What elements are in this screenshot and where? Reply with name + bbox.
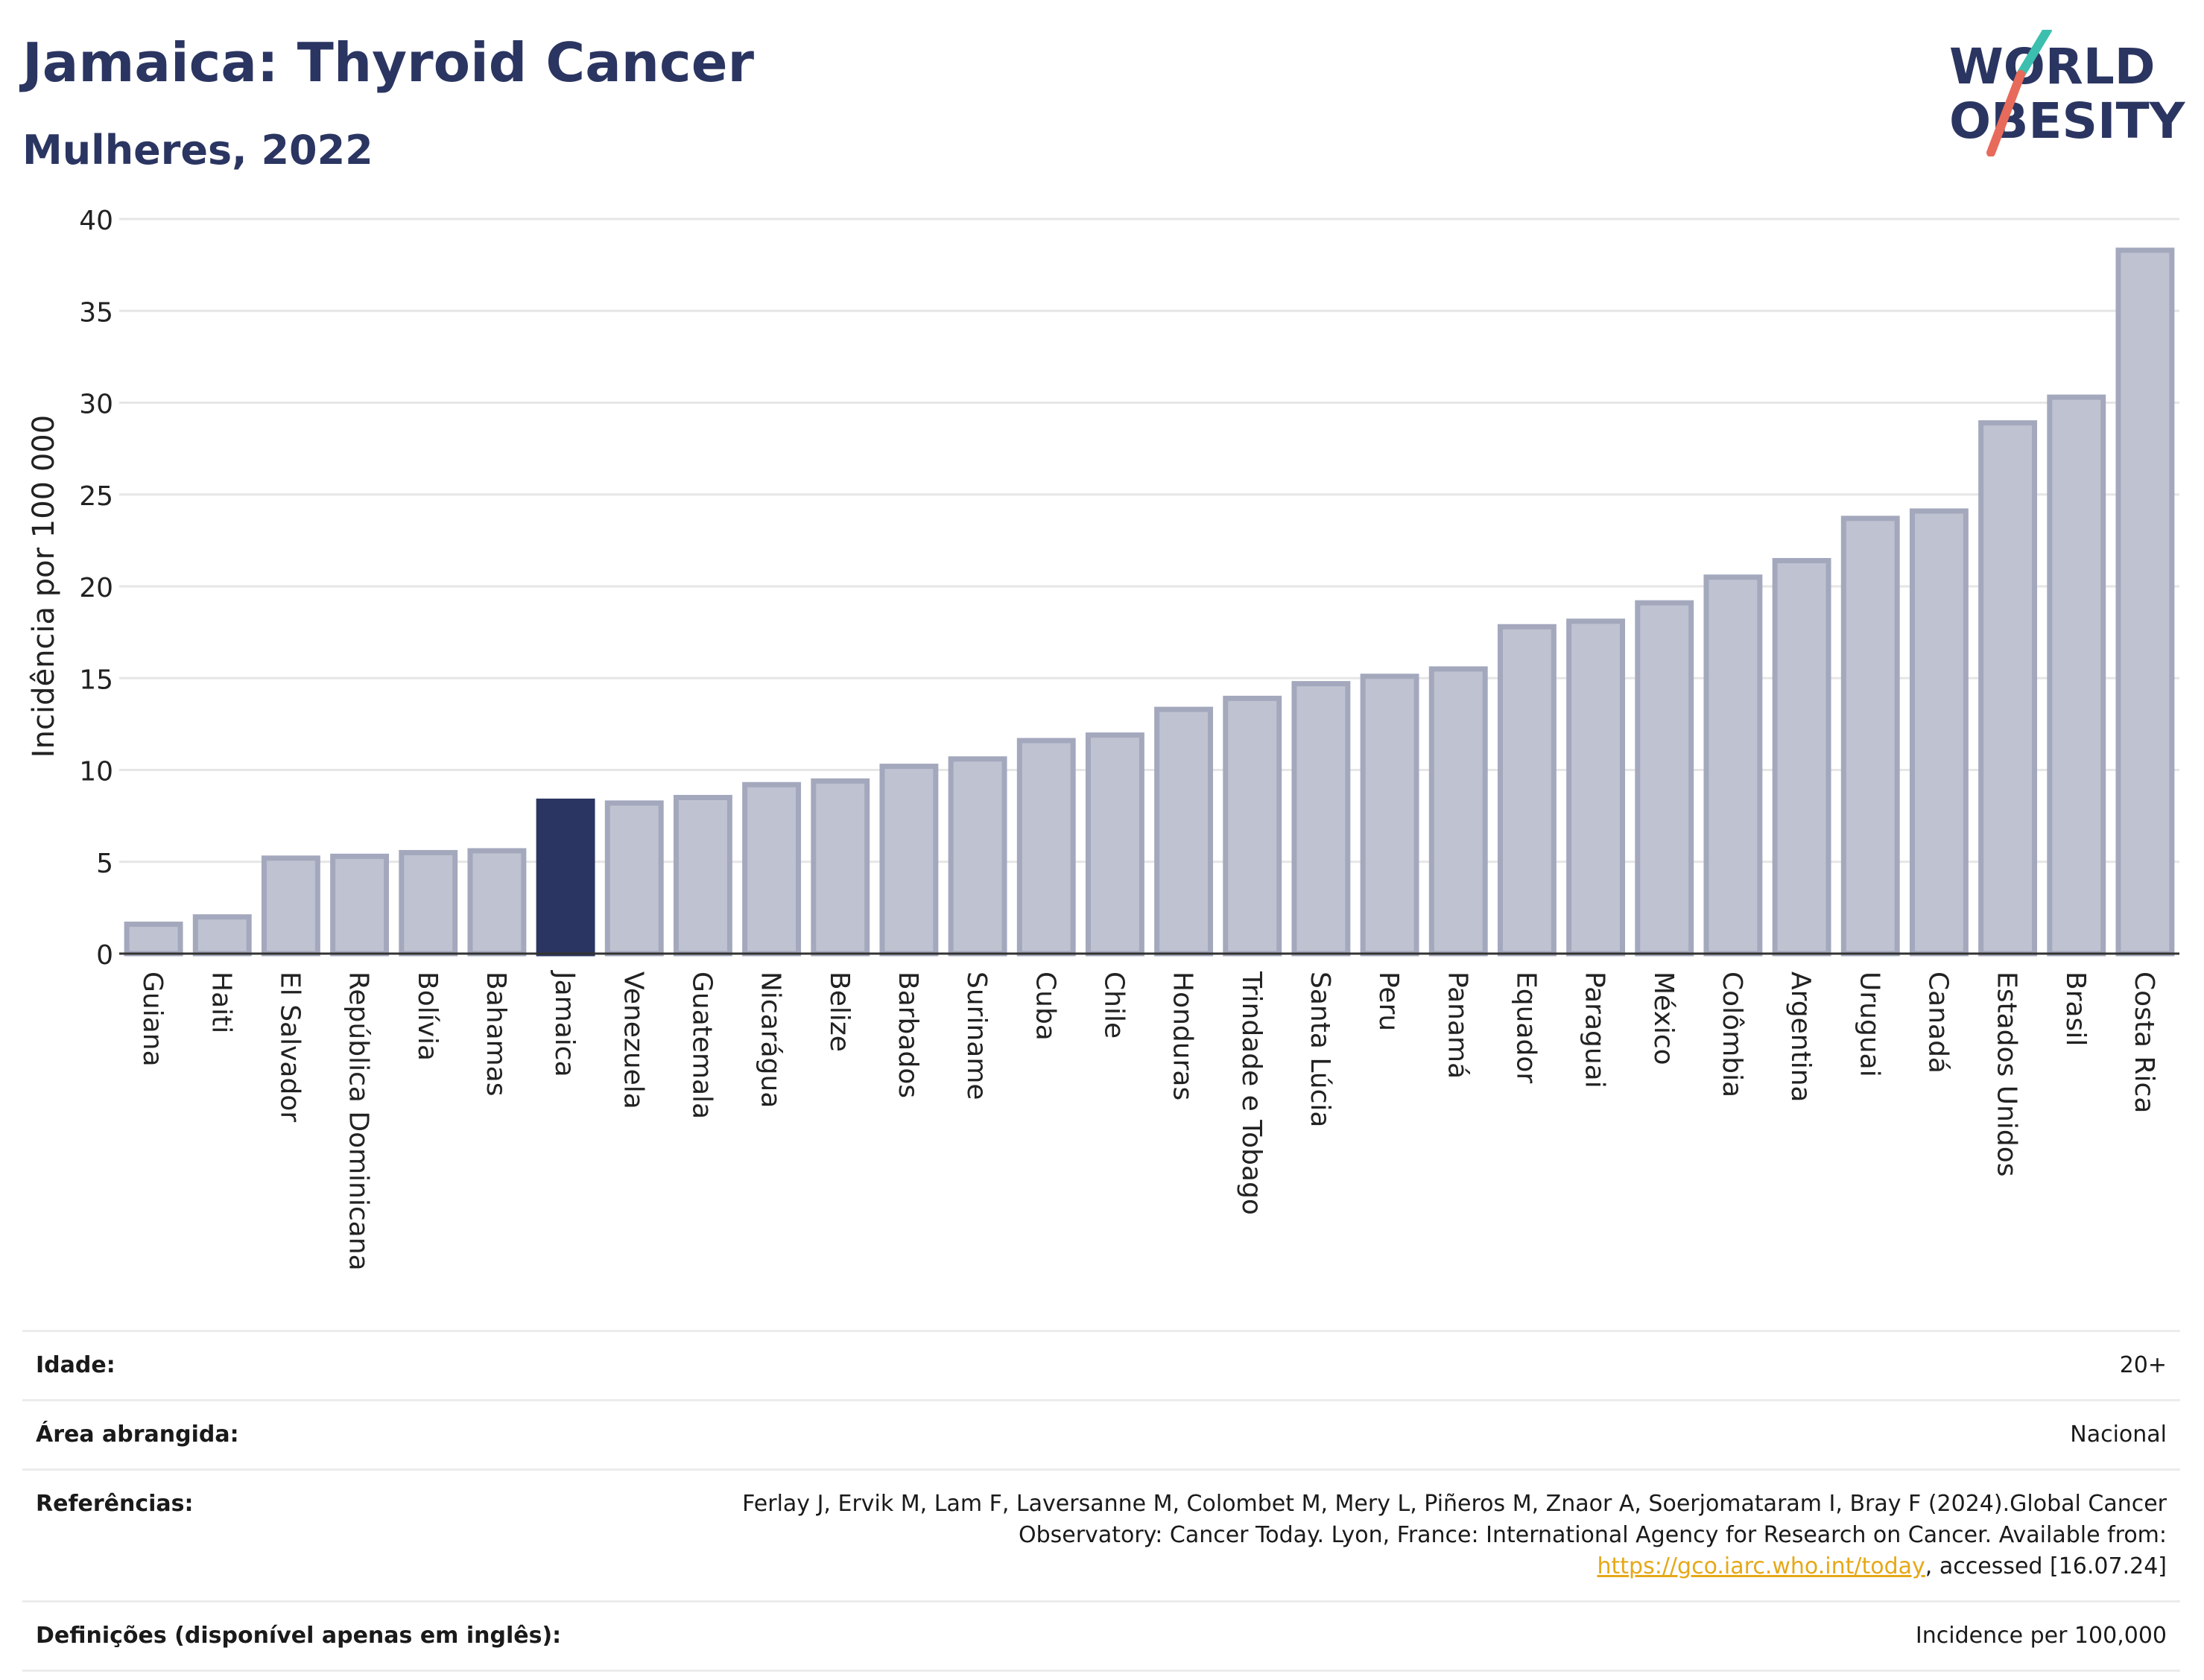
bar-guatemala bbox=[673, 794, 732, 957]
x-tick-label: Haiti bbox=[206, 971, 236, 1033]
logo-word-world: WORLD bbox=[1949, 38, 2156, 95]
metadata-table: Idade: 20+ Área abrangida: Nacional Refe… bbox=[22, 1330, 2180, 1672]
x-tick-label: Paraguai bbox=[1580, 971, 1610, 1088]
x-tick-label: El Salvador bbox=[274, 971, 305, 1122]
y-tick-label: 20 bbox=[79, 573, 113, 603]
bar-costa-rica bbox=[2115, 247, 2175, 957]
bar-chart: 0 5 10 15 20 25 30 35 40 Incidência por 100 000 Gu… bbox=[27, 206, 2179, 1271]
x-tick-label: Honduras bbox=[1168, 971, 1198, 1100]
bar-brasil bbox=[2047, 394, 2106, 957]
x-tick-label: Suriname bbox=[961, 971, 992, 1100]
y-tick-label: 40 bbox=[79, 206, 113, 236]
bar-paraguai bbox=[1566, 618, 1626, 957]
x-tick-label: Costa Rica bbox=[2129, 971, 2159, 1113]
y-tick-label: 25 bbox=[79, 481, 113, 512]
area-value: Nacional bbox=[2070, 1421, 2167, 1448]
x-tick-label: Bolívia bbox=[412, 971, 443, 1061]
x-tick-label: Bahamas bbox=[481, 971, 511, 1097]
x-tick-label: Colômbia bbox=[1717, 971, 1747, 1097]
bar-bolívia bbox=[399, 849, 458, 957]
bar-guiana bbox=[124, 922, 183, 957]
x-tick-label: Santa Lúcia bbox=[1305, 971, 1335, 1127]
bar-panamá bbox=[1428, 666, 1488, 957]
x-tick-label: Brasil bbox=[2060, 971, 2091, 1046]
bar-barbados bbox=[879, 764, 939, 957]
bar-venezuela bbox=[604, 800, 664, 957]
x-tick-label: Equador bbox=[1510, 971, 1541, 1083]
y-tick-label: 10 bbox=[79, 757, 113, 787]
bar-peru bbox=[1360, 673, 1419, 957]
meta-row-definitions: Definições (disponível apenas em inglês)… bbox=[22, 1600, 2180, 1672]
x-tick-label: Guatemala bbox=[686, 971, 717, 1119]
bar-suriname bbox=[948, 756, 1007, 957]
meta-row-age: Idade: 20+ bbox=[22, 1330, 2180, 1399]
bar-equador bbox=[1497, 624, 1557, 957]
y-tick-label: 0 bbox=[96, 940, 113, 971]
y-tick-label: 35 bbox=[79, 297, 113, 328]
y-tick-label: 30 bbox=[79, 390, 113, 420]
bar-jamaica bbox=[536, 798, 595, 957]
y-axis-label: Incidência por 100 000 bbox=[27, 415, 61, 758]
x-tick-label: Jamaica bbox=[549, 970, 580, 1077]
references-link[interactable]: https://gco.iarc.who.int/today bbox=[1597, 1553, 1925, 1579]
definitions-label: Definições (disponível apenas em inglês)… bbox=[36, 1623, 562, 1649]
x-tick-label: Venezuela bbox=[618, 971, 648, 1109]
bar-uruguai bbox=[1840, 516, 1900, 957]
x-tick-label: Peru bbox=[1373, 971, 1404, 1031]
meta-row-area: Área abrangida: Nacional bbox=[22, 1399, 2180, 1468]
references-text: Ferlay J, Ervik M, Lam F, Laversanne M, … bbox=[742, 1491, 2167, 1548]
references-label: Referências: bbox=[36, 1491, 194, 1517]
bar-santa-lúcia bbox=[1291, 681, 1351, 957]
bar-haiti bbox=[192, 914, 252, 957]
logo-slash-teal bbox=[2016, 30, 2052, 79]
x-tick-label: Canadá bbox=[1922, 971, 1953, 1074]
age-label: Idade: bbox=[36, 1352, 115, 1378]
bar-nicarágua bbox=[742, 782, 802, 957]
bar-chile bbox=[1085, 732, 1144, 957]
bar-bahamas bbox=[467, 848, 527, 957]
bar-honduras bbox=[1154, 706, 1214, 957]
x-tick-label: República Dominicana bbox=[343, 971, 374, 1271]
references-value: Ferlay J, Ervik M, Lam F, Laversanne M, … bbox=[677, 1489, 2167, 1582]
logo-word-obesity: OBESITY bbox=[1949, 92, 2186, 150]
bar-argentina bbox=[1772, 557, 1831, 957]
references-tail: , accessed [16.07.24] bbox=[1925, 1553, 2167, 1579]
bar-canadá bbox=[1909, 508, 1969, 957]
x-tick-label: Barbados bbox=[893, 971, 923, 1098]
y-tick-label: 15 bbox=[79, 665, 113, 695]
area-label: Área abrangida: bbox=[36, 1421, 239, 1448]
world-obesity-logo: WORLD OBESITY bbox=[1949, 30, 2186, 156]
x-tick-label: Chile bbox=[1098, 971, 1129, 1039]
page-title: Jamaica: Thyroid Cancer bbox=[22, 31, 755, 94]
x-tick-label: Cuba bbox=[1030, 971, 1060, 1041]
bar-estados-unidos bbox=[1978, 420, 2038, 957]
page-subtitle: Mulheres, 2022 bbox=[22, 127, 373, 174]
x-tick-label: Trindade e Tobago bbox=[1236, 971, 1267, 1215]
x-tick-label: Uruguai bbox=[1854, 971, 1884, 1077]
meta-row-references: Referências: Ferlay J, Ervik M, Lam F, L… bbox=[22, 1468, 2180, 1600]
x-tick-label: Panamá bbox=[1442, 971, 1472, 1079]
bar-el-salvador bbox=[261, 855, 320, 957]
bar-república-dominicana bbox=[330, 853, 390, 957]
x-tick-label: Guiana bbox=[137, 971, 168, 1067]
bar-colômbia bbox=[1703, 574, 1763, 957]
x-tick-label: Estados Unidos bbox=[1992, 971, 2022, 1177]
x-tick-label: México bbox=[1648, 971, 1679, 1065]
bar-trindade-e-tobago bbox=[1223, 695, 1282, 957]
definitions-value: Incidence per 100,000 bbox=[1915, 1623, 2167, 1649]
x-tick-label: Argentina bbox=[1785, 971, 1816, 1103]
logo-slash-coral bbox=[1986, 70, 2025, 156]
age-value: 20+ bbox=[2119, 1352, 2167, 1378]
bar-méxico bbox=[1635, 600, 1694, 957]
bar-belize bbox=[811, 778, 870, 957]
x-tick-label: Belize bbox=[824, 971, 855, 1052]
x-tick-label: Nicarágua bbox=[756, 971, 786, 1108]
y-tick-label: 5 bbox=[96, 849, 113, 879]
bar-cuba bbox=[1016, 738, 1076, 957]
